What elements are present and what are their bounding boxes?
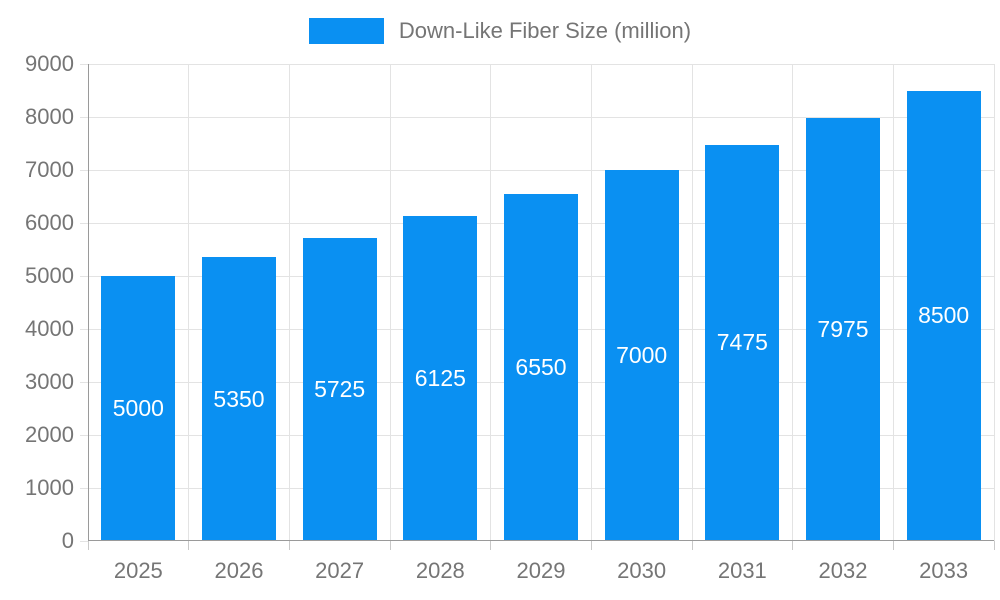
y-axis-tick <box>80 222 88 224</box>
bar-value-label: 5350 <box>213 385 265 412</box>
bar-2031[interactable]: 7475 <box>705 144 780 541</box>
y-axis-line <box>88 64 89 541</box>
v-gridline <box>590 64 592 541</box>
y-axis-label: 9000 <box>25 51 74 76</box>
x-axis-label-2032: 2032 <box>818 558 868 583</box>
y-axis-tick <box>80 63 88 65</box>
y-axis-label: 8000 <box>25 104 74 129</box>
y-axis-label: 0 <box>61 528 74 553</box>
y-axis-label: 7000 <box>25 157 74 182</box>
y-axis-tick <box>80 275 88 277</box>
x-axis-line <box>88 540 994 541</box>
x-axis-label-2031: 2031 <box>717 558 767 583</box>
bar-value-label: 7475 <box>716 329 768 356</box>
x-axis-label-2030: 2030 <box>617 558 667 583</box>
bar-2033[interactable]: 8500 <box>906 90 981 541</box>
plot-area: 0 1000 2000 3000 4000 5000 6000 7000 8000 9000 500… <box>25 51 995 583</box>
y-axis-tick <box>80 328 88 330</box>
bar-2028[interactable]: 6125 <box>403 216 478 541</box>
x-axis-tick <box>993 541 995 550</box>
y-axis-tick <box>80 169 88 171</box>
y-axis-label: 5000 <box>25 263 74 288</box>
bar-value-label: 5725 <box>314 375 366 402</box>
y-axis-tick <box>80 540 88 542</box>
h-gridline <box>88 169 994 171</box>
y-axis-label: 4000 <box>25 316 74 341</box>
x-axis-label-2029: 2029 <box>516 558 566 583</box>
legend[interactable]: Down-Like Fiber Size (million) <box>0 18 1000 44</box>
x-axis-tick <box>188 541 190 550</box>
v-gridline <box>490 64 492 541</box>
y-axis-tick <box>80 434 88 436</box>
y-axis-label: 1000 <box>25 475 74 500</box>
y-axis-tick <box>80 116 88 118</box>
x-axis-label-2028: 2028 <box>415 558 465 583</box>
x-axis-tick <box>792 541 794 550</box>
x-axis-label-2033: 2033 <box>919 558 969 583</box>
h-gridline <box>88 116 994 118</box>
bar-2025[interactable]: 5000 <box>101 276 176 541</box>
bar-value-label: 6550 <box>515 353 567 380</box>
y-axis-label: 2000 <box>25 422 74 447</box>
x-axis-tick <box>389 541 391 550</box>
bar-value-label: 8500 <box>918 302 970 329</box>
v-gridline <box>792 64 794 541</box>
y-axis-tick <box>80 487 88 489</box>
bar-2026[interactable]: 5350 <box>202 257 276 541</box>
x-axis-tick <box>892 541 894 550</box>
v-gridline <box>892 64 894 541</box>
x-axis-label-2026: 2026 <box>214 558 264 583</box>
x-axis-tick <box>490 541 492 550</box>
h-gridline <box>88 63 994 65</box>
legend-label: Down-Like Fiber Size (million) <box>398 18 692 43</box>
v-gridline <box>188 64 190 541</box>
bar-value-label: 5000 <box>112 395 164 421</box>
bar-2027[interactable]: 5725 <box>302 237 377 541</box>
bar-2030[interactable]: 7000 <box>604 170 679 541</box>
bar-2032[interactable]: 7975 <box>806 118 880 541</box>
y-axis-label: 6000 <box>25 210 74 235</box>
x-axis-tick <box>590 541 592 550</box>
bar-value-label: 7000 <box>616 342 668 368</box>
x-axis-tick <box>691 541 693 550</box>
y-axis-tick <box>80 381 88 383</box>
v-gridline <box>288 64 290 541</box>
bar-value-label: 6125 <box>414 365 466 392</box>
x-axis-label-2025: 2025 <box>113 558 163 583</box>
legend-swatch-icon <box>308 18 384 44</box>
y-axis-label: 3000 <box>25 369 74 394</box>
x-axis-tick <box>288 541 290 550</box>
v-gridline <box>691 64 693 541</box>
v-gridline <box>993 64 995 541</box>
v-gridline <box>389 64 391 541</box>
x-axis-tick <box>87 541 89 550</box>
bar-2029[interactable]: 6550 <box>504 193 578 541</box>
bar-value-label: 7975 <box>817 316 869 343</box>
x-axis-label-2027: 2027 <box>315 558 365 583</box>
